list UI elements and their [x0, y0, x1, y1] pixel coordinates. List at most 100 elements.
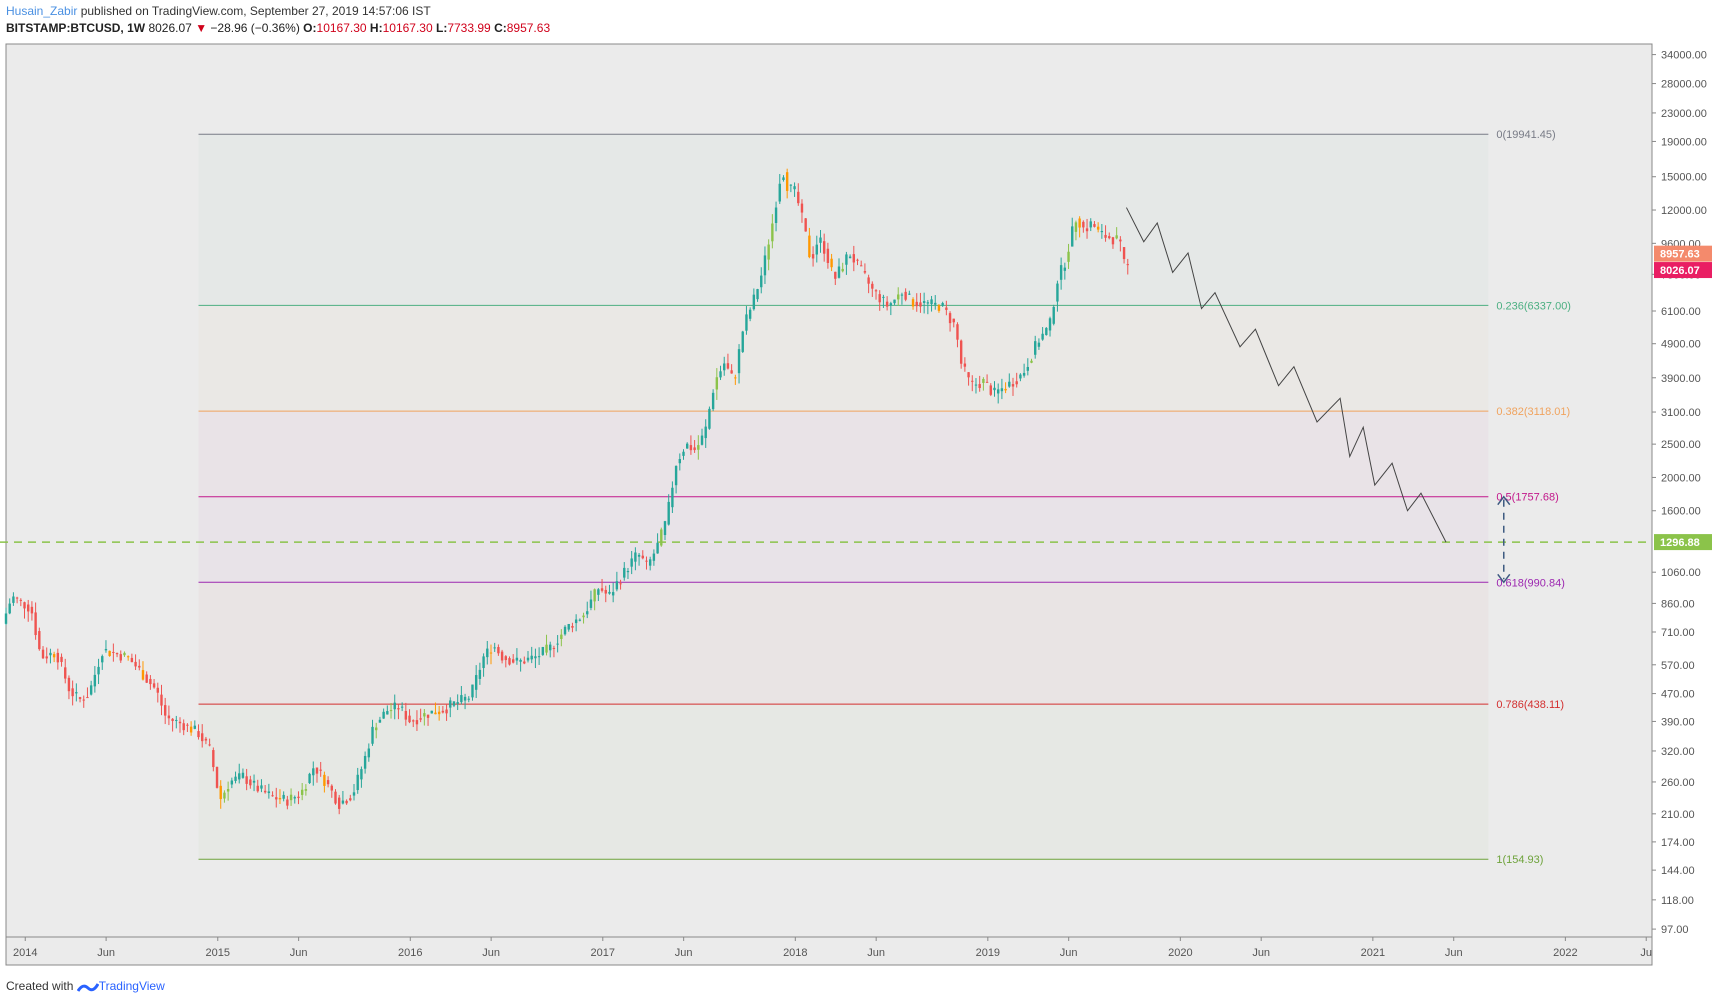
- candle: [219, 780, 222, 809]
- candle: [441, 705, 445, 714]
- y-tick-label: 34000.00: [1661, 50, 1707, 62]
- candle: [537, 647, 541, 665]
- candle-body: [1115, 235, 1118, 239]
- candle: [189, 721, 193, 736]
- candle: [752, 288, 756, 311]
- candle-body: [408, 715, 411, 723]
- candle-body: [1119, 239, 1122, 242]
- candle-body: [996, 389, 1000, 394]
- candle-body: [382, 711, 385, 719]
- candle-body: [560, 634, 563, 640]
- candle: [230, 777, 234, 789]
- candle: [30, 601, 34, 621]
- candle: [623, 562, 626, 581]
- candle-body: [489, 652, 493, 654]
- candle-body: [756, 289, 759, 300]
- candle-body: [167, 715, 171, 719]
- candle: [860, 260, 863, 267]
- candle: [474, 665, 478, 698]
- candle-body: [134, 661, 137, 667]
- high-label: H:: [369, 21, 383, 35]
- candle-body: [552, 647, 556, 649]
- candle-body: [549, 644, 552, 651]
- candle: [52, 651, 56, 663]
- candle-body: [852, 254, 856, 263]
- candle-body: [1108, 236, 1111, 239]
- candle-body: [967, 372, 970, 378]
- candle-body: [149, 678, 152, 685]
- candle: [160, 684, 163, 716]
- candle: [697, 435, 700, 460]
- candle: [437, 705, 441, 721]
- candle: [486, 640, 489, 665]
- candle-body: [230, 780, 234, 785]
- candle: [223, 790, 226, 803]
- x-tick-label: 2018: [783, 947, 807, 959]
- candle-body: [1122, 247, 1126, 260]
- candle-body: [1085, 228, 1089, 232]
- candle: [719, 365, 722, 381]
- candle-body: [319, 769, 322, 771]
- down-arrow-icon: ▼: [195, 21, 208, 35]
- candle: [893, 299, 896, 305]
- candle-body: [49, 652, 52, 656]
- candle-body: [978, 384, 981, 389]
- tradingview-brand-link[interactable]: TradingView: [98, 979, 165, 993]
- candle-body: [371, 726, 374, 744]
- candle: [345, 799, 348, 805]
- candle-body: [626, 571, 630, 573]
- candle: [467, 696, 470, 703]
- candle: [426, 714, 430, 726]
- candle-body: [715, 377, 719, 390]
- candle: [700, 428, 704, 446]
- candle: [652, 549, 656, 566]
- candle-body: [397, 708, 400, 710]
- candle-body: [937, 305, 941, 311]
- y-tick-label: 1060.00: [1661, 567, 1701, 579]
- open-label: O:: [303, 21, 317, 35]
- candle-body: [300, 789, 304, 795]
- candle-body: [893, 299, 896, 304]
- candle: [982, 377, 985, 391]
- candle: [400, 702, 404, 712]
- candle-body: [452, 701, 456, 706]
- author-link[interactable]: Husain_Zabir: [6, 4, 78, 18]
- candle-body: [1100, 231, 1104, 233]
- x-tick-label: 2014: [13, 947, 37, 959]
- candle-body: [682, 451, 685, 456]
- candle-body: [1030, 360, 1033, 363]
- candle-body: [67, 677, 71, 692]
- candle-body: [93, 674, 97, 687]
- candle: [504, 655, 507, 668]
- candle: [12, 592, 15, 606]
- publish-text: published on TradingView.com, September …: [77, 4, 431, 18]
- x-tick-label: Jun: [867, 947, 885, 959]
- candle: [526, 651, 530, 663]
- candle-body: [1019, 374, 1022, 379]
- symbol-label[interactable]: BITSTAMP:BTCUSD, 1W: [6, 21, 146, 35]
- candle: [748, 307, 752, 322]
- candle-body: [674, 465, 678, 486]
- candle-body: [530, 655, 533, 660]
- candle: [41, 646, 45, 660]
- candle: [604, 585, 607, 603]
- candle: [275, 787, 278, 808]
- candle-body: [138, 665, 141, 668]
- candle: [27, 599, 30, 622]
- candle: [1045, 327, 1048, 336]
- candle-body: [341, 800, 345, 804]
- candle: [911, 297, 915, 310]
- candle: [519, 658, 522, 672]
- candle: [956, 322, 959, 348]
- candle-body: [349, 798, 352, 801]
- candle: [260, 779, 263, 793]
- candle-body: [108, 650, 111, 656]
- candle: [1019, 373, 1022, 382]
- candle-body: [282, 794, 285, 799]
- y-tick-label: 12000.00: [1661, 205, 1707, 217]
- candle-body: [745, 314, 748, 331]
- candle: [300, 783, 304, 801]
- candle: [108, 650, 111, 657]
- candle: [963, 357, 967, 372]
